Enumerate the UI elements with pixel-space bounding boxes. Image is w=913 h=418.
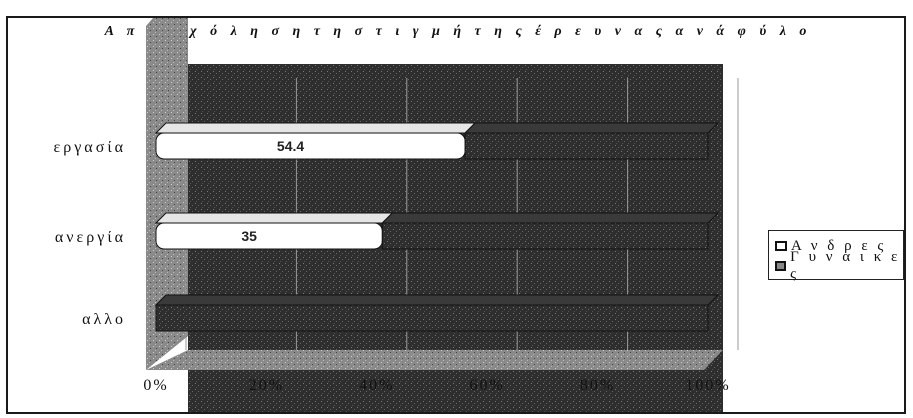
legend: Α ν δ ρ ε ς Γ υ ν α ι κ ε ς: [768, 230, 904, 282]
bar-women: [155, 304, 709, 332]
category-label: ανεργία: [55, 229, 126, 246]
chart-frame: Α π α σ χ ό λ η σ η τ η σ τ ι γ μ ή τ η …: [6, 16, 906, 414]
bar-top-men: [154, 122, 477, 134]
bar-top-women: [154, 294, 720, 306]
category-label: αλλο: [82, 311, 126, 328]
bar-men: [155, 132, 466, 160]
chart-title: Α π α σ χ ό λ η σ η τ η σ τ ι γ μ ή τ η …: [104, 24, 812, 39]
legend-item-men: Α ν δ ρ ε ς: [775, 237, 886, 255]
bar-top-women: [463, 122, 720, 134]
category-label: εργασία: [54, 139, 126, 156]
bar-men: [155, 222, 383, 250]
x-tick-label: 60%: [470, 377, 505, 394]
x-tick-label: 20%: [249, 377, 284, 394]
legend-swatch-women: [775, 261, 787, 271]
legend-label-women: Γ υ ν α ι κ ε ς: [790, 249, 901, 282]
bar-women: [381, 222, 709, 250]
x-tick-label: 0%: [143, 377, 168, 394]
floor: [146, 350, 723, 370]
x-tick-label: 100%: [685, 377, 730, 394]
bar-top-men: [154, 212, 394, 224]
bar-top-women: [381, 212, 720, 224]
side-wall: [146, 18, 188, 370]
chart-plot: 54.4 35 εργασία ανεργία αλλο 0% 20% 40% 60% 80%…: [54, 18, 739, 412]
x-tick-label: 80%: [580, 377, 615, 394]
data-label: 35: [241, 228, 257, 244]
x-tick-label: 40%: [359, 377, 394, 394]
legend-label-men: Α ν δ ρ ε ς: [791, 237, 887, 254]
bar-women: [464, 132, 709, 160]
data-label: 54.4: [277, 138, 304, 154]
legend-swatch-men: [775, 241, 787, 251]
legend-item-women: Γ υ ν α ι κ ε ς: [775, 249, 903, 282]
